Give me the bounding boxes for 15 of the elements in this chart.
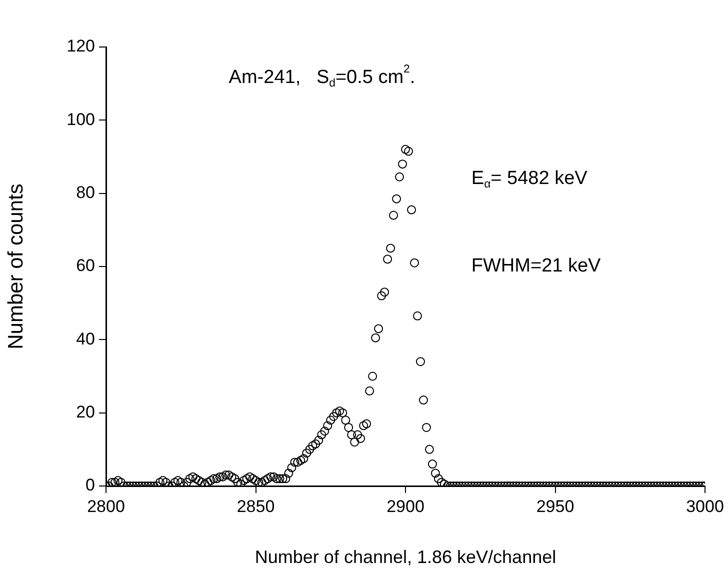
y-tick-label: 60: [76, 256, 95, 276]
x-axis-title: Number of channel, 1.86 keV/channel: [254, 547, 556, 568]
y-tick-label: 120: [66, 36, 95, 56]
x-tick-label: 2950: [536, 496, 574, 516]
y-tick-label: 40: [76, 329, 95, 348]
x-tick-label: 2800: [87, 496, 125, 516]
x-tick-label: 2900: [386, 496, 424, 516]
x-tick-label: 2850: [236, 496, 275, 516]
y-tick-label: 100: [66, 110, 95, 129]
y-tick-label: 80: [76, 183, 95, 202]
y-axis-title: Number of counts: [4, 184, 28, 350]
y-tick-label: 0: [86, 476, 95, 495]
y-tick-label: 20: [76, 402, 95, 422]
x-tick-label: 3000: [686, 496, 724, 516]
annotation: FWHM=21 keV: [471, 256, 602, 277]
